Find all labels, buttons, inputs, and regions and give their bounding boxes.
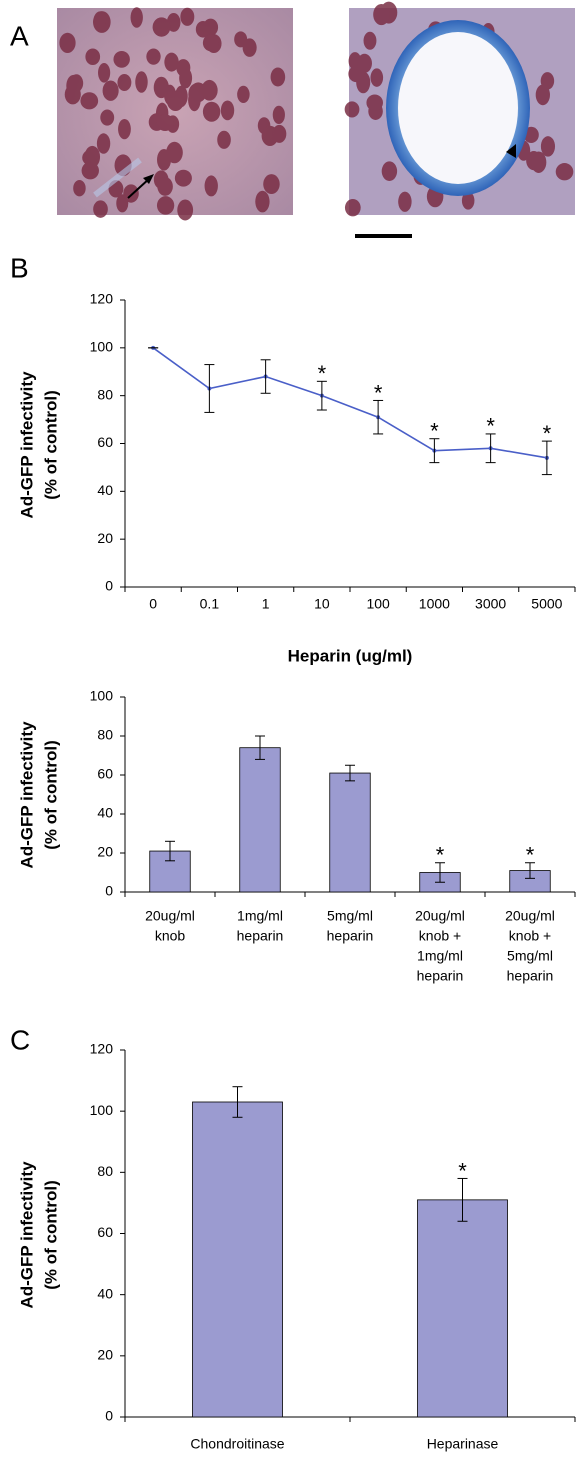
significance-label: * [543,421,552,446]
y-tick-label: 0 [105,1408,113,1424]
x-tick-label: 1mg/ml [237,908,283,924]
y-tick-label: 20 [97,844,113,860]
x-tick-label: heparin [327,928,374,944]
bar [330,773,371,892]
x-tick-label: heparin [417,968,464,984]
x-tick-label: Heparinase [427,1436,499,1452]
x-tick-label: 20ug/ml [505,908,555,924]
y-tick-label: 100 [90,339,114,355]
micrograph-right [345,2,575,236]
x-tick-label: 5mg/ml [507,948,553,964]
x-tick-label: knob [155,928,186,944]
y-tick-label: 60 [97,766,113,782]
y-tick-label: 80 [97,727,113,743]
y-axis-label: Ad-GFP infectivity [17,371,36,519]
y-tick-label: 60 [97,1224,113,1240]
figure: A B Ad-GFP infectivity (% of control) 0 20 40… [0,0,586,1461]
x-tick-label: 100 [366,596,390,612]
x-tick-label: 5mg/ml [327,908,373,924]
x-tick-label: 1mg/ml [417,948,463,964]
y-tick-label: 40 [97,482,113,498]
panel-label: C [10,1024,30,1055]
x-tick-label: 5000 [531,596,562,612]
y-tick-label: 40 [97,1285,113,1301]
y-tick-label: 120 [90,1041,114,1057]
y-axis-label: (% of control) [41,390,60,500]
x-tick-label: 1 [262,596,270,612]
x-tick-label: 20ug/ml [145,908,195,924]
y-tick-label: 20 [97,530,113,546]
x-tick-label: 10 [314,596,330,612]
micrograph-left [57,7,293,220]
y-tick-label: 80 [97,1163,113,1179]
x-tick-label: heparin [237,928,284,944]
significance-label: * [430,419,439,444]
x-tick-label: 20ug/ml [415,908,465,924]
significance-label: * [486,414,495,439]
y-tick-label: 100 [90,688,114,704]
significance-label: * [526,843,535,868]
panel-label: B [10,252,29,283]
significance-label: * [318,361,327,386]
bar [418,1200,508,1417]
y-axis-label: Ad-GFP infectivity [17,1161,36,1309]
y-axis-label: (% of control) [41,1180,60,1290]
bar [193,1102,283,1417]
y-tick-label: 20 [97,1347,113,1363]
x-tick-label: 1000 [419,596,450,612]
y-tick-label: 0 [105,578,113,594]
y-tick-label: 100 [90,1102,114,1118]
x-tick-label: 3000 [475,596,506,612]
x-tick-label: Chondroitinase [190,1436,284,1452]
y-axis-label: (% of control) [41,740,60,850]
y-tick-label: 120 [90,291,114,307]
significance-label: * [374,380,383,405]
error-bar [373,400,383,433]
x-tick-label: heparin [507,968,554,984]
y-tick-label: 0 [105,883,113,899]
x-tick-label: 0 [149,596,157,612]
y-tick-label: 80 [97,386,113,402]
panel-label: A [10,20,29,51]
y-tick-label: 60 [97,434,113,450]
bar [240,748,281,892]
x-tick-label: knob + [509,928,551,944]
x-tick-label: knob + [419,928,461,944]
y-tick-label: 40 [97,805,113,821]
x-tick-label: 0.1 [200,596,220,612]
significance-label: * [458,1158,467,1183]
significance-label: * [436,843,445,868]
y-axis-label: Ad-GFP infectivity [17,721,36,869]
x-axis-label: Heparin (ug/ml) [288,646,413,665]
